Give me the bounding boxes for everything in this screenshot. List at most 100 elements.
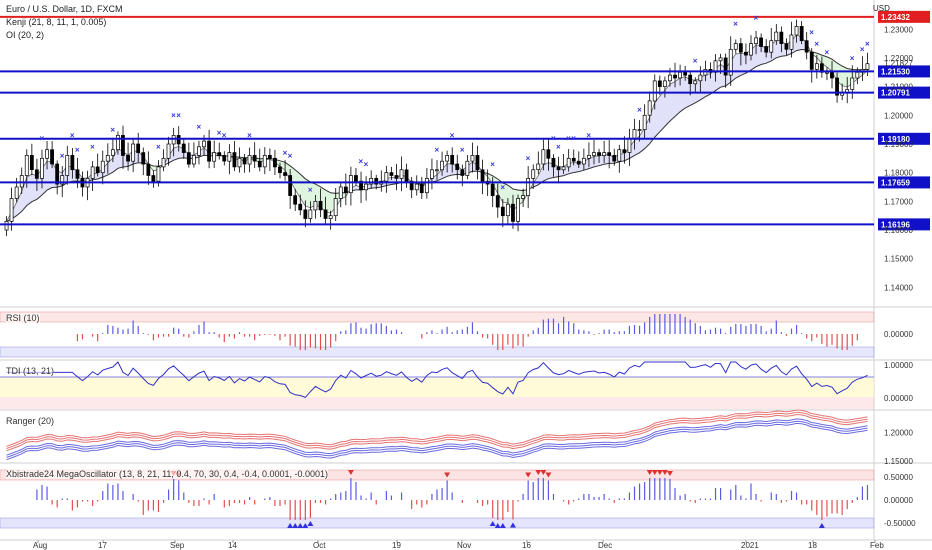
candle [110, 149, 115, 156]
candle [566, 157, 571, 168]
mega-sell-arrow [444, 472, 451, 478]
ma-cloud-segment [538, 165, 544, 185]
level-badge-text-3: 1.19180 [881, 135, 910, 144]
candle [804, 40, 809, 53]
candle [830, 71, 834, 79]
candle [835, 77, 839, 96]
candle [40, 157, 44, 179]
candle [409, 180, 414, 191]
mega-sell-arrow [535, 470, 542, 475]
candle [166, 143, 171, 159]
candle [131, 143, 136, 162]
candle [222, 155, 227, 162]
candle [181, 143, 186, 153]
ranger-band-line-1 [6, 411, 868, 449]
candle [678, 71, 682, 79]
price-tick-label-4: 1.19000 [884, 140, 913, 149]
candle [318, 200, 323, 211]
ma-cloud-segment [290, 165, 296, 190]
candle [662, 80, 667, 87]
ranger-band-line-4 [6, 420, 868, 458]
candle [754, 37, 758, 44]
candle [749, 43, 753, 56]
candle [744, 51, 748, 56]
signal-marker: × [865, 39, 870, 48]
mega-buy-arrow [302, 523, 309, 528]
candle [156, 166, 161, 182]
candle [141, 152, 146, 165]
signal-marker: × [70, 131, 75, 140]
price-tick-label-9: 1.14000 [884, 283, 913, 292]
ma-cloud-segment [26, 174, 32, 206]
candle [490, 183, 495, 196]
mega-sell-arrow [545, 472, 552, 478]
candle [445, 155, 450, 162]
rsi-upper-band [0, 311, 875, 323]
signal-marker: × [176, 111, 181, 120]
mega-buy-arrow [494, 523, 501, 528]
signal-marker: × [90, 143, 95, 152]
candle [495, 195, 500, 208]
ma-cloud-segment [295, 169, 301, 198]
candle [364, 183, 368, 191]
ranger-band-line-5 [6, 422, 868, 461]
signal-marker: × [359, 157, 364, 166]
candle [546, 149, 551, 159]
level-badge-text-5: 1.16196 [881, 220, 910, 229]
tdi-pane-label: TDI (13, 21) [6, 366, 55, 376]
candle [500, 206, 505, 217]
candle [136, 143, 141, 153]
ma-cloud-segment [31, 174, 37, 202]
signal-marker: × [39, 134, 44, 143]
candle [384, 172, 389, 182]
ma-cloud-segment [735, 53, 741, 79]
ma-cloud-segment [16, 191, 22, 216]
signal-marker: × [460, 146, 465, 155]
ma-cloud-segment [710, 68, 716, 95]
ma-cloud-segment [604, 154, 610, 165]
candle [359, 180, 363, 191]
mega-buy-arrow [818, 523, 825, 528]
candle [576, 160, 581, 165]
candle [556, 166, 561, 171]
signal-marker: × [556, 143, 561, 152]
candle [728, 48, 733, 76]
ma-cloud-segment [431, 174, 437, 183]
indicator-oi-label: OI (20, 2) [6, 30, 45, 40]
mega-buy-arrow [297, 523, 304, 528]
candle [252, 155, 257, 162]
candle [45, 149, 49, 159]
signal-marker: × [171, 111, 176, 120]
level-badge-5 [878, 218, 930, 231]
ma-cloud-segment [305, 178, 311, 208]
mega-sell-arrow [651, 470, 658, 475]
candle [394, 175, 399, 179]
candle [733, 43, 738, 50]
ma-cloud-segment [102, 163, 108, 178]
candle [825, 71, 829, 74]
mega-lower-band [0, 517, 875, 529]
tdi-neutral-band [0, 377, 874, 397]
candle [313, 200, 318, 211]
candle [186, 152, 191, 165]
ma-cloud-segment [680, 76, 686, 112]
candle [526, 178, 531, 196]
indicator-kenji-label: Kenji (21, 8, 11, 1, 0.005) [6, 17, 107, 27]
mega-buy-arrow [292, 523, 299, 528]
candle [673, 74, 677, 79]
mega-sell-arrow [525, 472, 532, 478]
candle [374, 178, 379, 185]
ranger-band-line-3 [6, 418, 868, 456]
signal-marker: × [222, 131, 227, 140]
candle [105, 155, 110, 162]
candle [50, 149, 54, 165]
price-tick-label-8: 1.15000 [884, 255, 913, 264]
candle [75, 169, 80, 179]
ma-cloud-segment [695, 78, 701, 103]
tdi-lower-band [0, 397, 874, 409]
ma-cloud-segment [173, 146, 179, 161]
candle [90, 166, 95, 179]
candle [612, 155, 617, 162]
mega-sell-arrow [661, 470, 668, 475]
